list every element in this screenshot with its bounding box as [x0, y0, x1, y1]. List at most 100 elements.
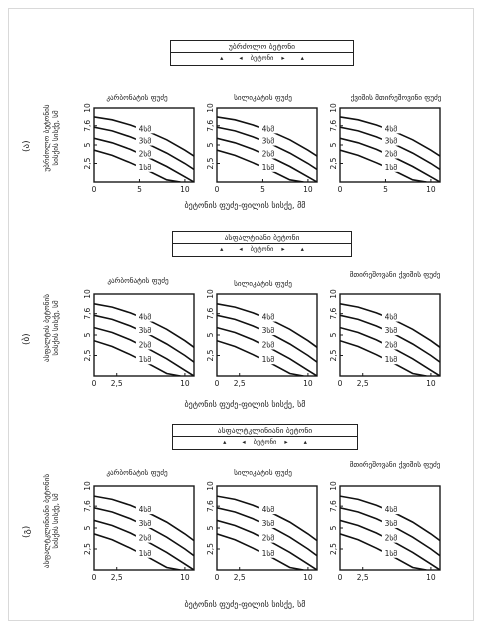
x-tick-label: 0 [215, 379, 220, 388]
y-tick-label: 10 [329, 103, 338, 113]
series-label: 1სმ [385, 355, 398, 364]
y-tick-label: 7,6 [206, 307, 215, 319]
x-tick-label: 2,5 [234, 379, 246, 388]
series-label: 1სმ [262, 549, 275, 558]
x-axis-label: ბეტონის ფუძე-ფილის სისქე, მმ [184, 201, 306, 210]
series-label-bg [135, 340, 154, 350]
series-label-bg [135, 162, 154, 172]
y-tick-label: 5 [206, 525, 215, 530]
series-label: 3სმ [385, 519, 398, 528]
x-tick-label: 5 [383, 185, 388, 194]
series-label: 4სმ [262, 124, 275, 133]
x-tick-label: 0 [92, 185, 97, 194]
panel-title: მთირეშოვანი ქვიშის ფუძე [349, 270, 441, 279]
series-label: 1სმ [139, 549, 152, 558]
banner-title: ასფალტიანი ბეტონი [173, 232, 351, 244]
series-label: 1სმ [385, 549, 398, 558]
x-tick-label: 2,5 [234, 573, 246, 582]
y-tick-label: 7,6 [206, 500, 215, 512]
y-tick-label: 2,5 [329, 157, 338, 169]
series-label: 2სმ [139, 534, 152, 543]
y-tick-label: 2,5 [329, 349, 338, 361]
series-label-bg [135, 548, 154, 558]
chart-panel: 2,5 5 7,6 10 0 2,5 10 4სმ 3სმ 2სმ 1სმ [83, 289, 195, 388]
series-label: 3სმ [262, 326, 275, 335]
series-label-bg [135, 136, 154, 146]
series-label-bg [258, 340, 277, 350]
banner-section-2: ასფალტიანი ბეტონი ▴ ◂ ბეტონი ▸ ▴ [172, 231, 352, 257]
y-tick-label: 10 [206, 289, 215, 299]
series-label-bg [135, 149, 154, 159]
panel-title: სილიკატის ფუძე [234, 279, 292, 288]
series-label-bg [381, 326, 400, 336]
y-tick-label: 5 [206, 332, 215, 337]
y-tick-label: 7,6 [329, 307, 338, 319]
series-label: 2სმ [139, 340, 152, 349]
x-tick-label: 2,5 [111, 379, 123, 388]
y-tick-label: 2,5 [83, 543, 92, 555]
y-tick-label: 5 [329, 332, 338, 337]
series-label-bg [135, 505, 154, 515]
x-tick-label: 5 [260, 185, 265, 194]
y-axis-label: ასფალტის ბეტონის სისქის სისქე, სმ [42, 293, 60, 363]
y-tick-label: 2,5 [329, 543, 338, 555]
banner-title: ასფალტკლინიანი ბეტონი [173, 425, 357, 437]
x-tick-label: 10 [426, 379, 436, 388]
x-tick-label: 2,5 [357, 573, 369, 582]
y-axis-label: ასფალტკლინიანი ბეტონის სისქის სისქე, სმ [42, 473, 60, 569]
series-label: 1სმ [385, 163, 398, 172]
x-tick-label: 0 [338, 185, 343, 194]
series-label-bg [381, 124, 400, 134]
panel-title: კარბონატის ფუძე [106, 93, 168, 102]
series-label: 4სმ [385, 313, 398, 322]
y-tick-label: 10 [329, 481, 338, 491]
series-label-bg [135, 312, 154, 322]
panel-title: სილიკატის ფუძე [234, 468, 292, 477]
chart-panel: 2,5 5 7,6 10 0 2,5 10 4სმ 3სმ 2სმ 1სმ [206, 289, 318, 388]
chart-panel: 2,5 5 7,6 10 0 5 10 4სმ 3სმ 2სმ 1სმ [329, 103, 441, 194]
banner-section-1: უბრძოლო ბეტონი ▴ ◂ ბეტონი ▸ ▴ [170, 40, 354, 66]
series-label-bg [258, 548, 277, 558]
series-label: 1სმ [139, 355, 152, 364]
series-label: 4სმ [139, 505, 152, 514]
series-label-bg [135, 326, 154, 336]
chart-panel: 2,5 5 7,6 10 0 2,5 10 4სმ 3სმ 2სმ 1სმ [329, 289, 441, 388]
x-tick-label: 0 [338, 573, 343, 582]
x-axis-label: ბეტონის ფუძე-ფილის სისქე, სმ [184, 400, 306, 409]
series-label-bg [258, 124, 277, 134]
series-label-bg [381, 518, 400, 528]
y-tick-label: 2,5 [206, 543, 215, 555]
y-tick-label: 5 [83, 525, 92, 530]
series-label: 2სმ [385, 340, 398, 349]
series-label-bg [135, 355, 154, 365]
series-label-bg [381, 505, 400, 515]
series-label: 3სმ [139, 137, 152, 146]
series-label-bg [258, 355, 277, 365]
x-tick-label: 10 [180, 573, 190, 582]
x-tick-label: 10 [303, 573, 313, 582]
series-label: 1სმ [262, 163, 275, 172]
series-label: 3სმ [385, 326, 398, 335]
y-tick-label: 10 [206, 103, 215, 113]
series-label: 3სმ [262, 137, 275, 146]
banner-subtitle: ბეტონი [250, 54, 274, 62]
x-tick-label: 0 [92, 573, 97, 582]
y-tick-label: 5 [83, 332, 92, 337]
x-tick-label: 10 [303, 379, 313, 388]
series-label-bg [258, 326, 277, 336]
series-label-bg [135, 124, 154, 134]
y-tick-label: 2,5 [206, 349, 215, 361]
y-tick-label: 5 [83, 142, 92, 147]
y-tick-label: 7,6 [83, 500, 92, 512]
chart-panel: 2,5 5 7,6 10 0 2,5 10 4სმ 3სმ 2სმ 1სმ [83, 481, 195, 582]
x-tick-label: 10 [426, 573, 436, 582]
series-label: 2სმ [385, 150, 398, 159]
series-label-bg [258, 136, 277, 146]
series-label: 3სმ [139, 326, 152, 335]
series-label-bg [381, 340, 400, 350]
series-label: 3სმ [262, 519, 275, 528]
y-tick-label: 10 [329, 289, 338, 299]
y-tick-label: 7,6 [83, 307, 92, 319]
series-label: 2სმ [262, 534, 275, 543]
y-tick-label: 7,6 [329, 500, 338, 512]
